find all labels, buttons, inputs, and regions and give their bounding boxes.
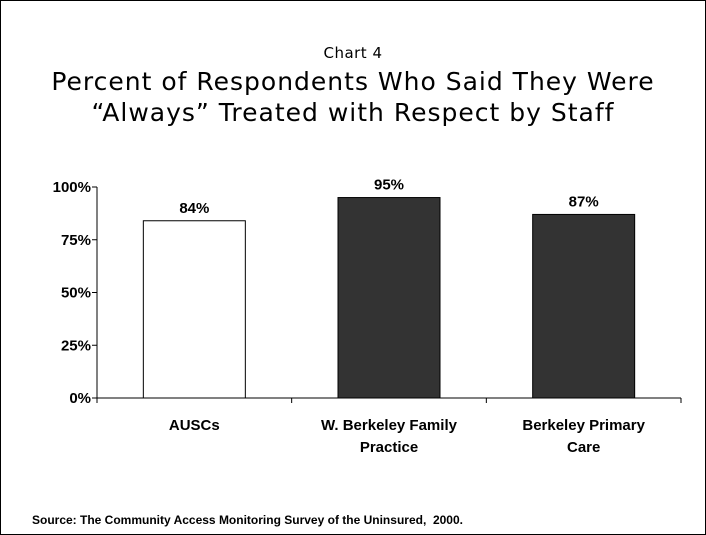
x-category-label: Berkeley Primary bbox=[522, 417, 645, 434]
bar-value-label: 84% bbox=[179, 200, 209, 217]
y-tick-label: 100% bbox=[53, 179, 91, 196]
y-tick-label: 50% bbox=[61, 285, 91, 302]
source-note: Source: The Community Access Monitoring … bbox=[32, 513, 463, 527]
bar-value-label: 87% bbox=[569, 193, 599, 210]
x-category-label: Practice bbox=[360, 439, 418, 456]
chart-title-line-1: Percent of Respondents Who Said They Wer… bbox=[51, 67, 655, 96]
y-tick-label: 25% bbox=[61, 337, 91, 354]
x-category-label: W. Berkeley Family bbox=[321, 417, 458, 434]
x-category-label: Care bbox=[567, 439, 600, 456]
bar bbox=[142, 220, 246, 399]
y-tick-label: 75% bbox=[61, 232, 91, 249]
bar-value-label: 95% bbox=[374, 177, 404, 194]
bar bbox=[337, 197, 441, 399]
y-tick-label: 0% bbox=[69, 390, 91, 407]
x-category-label: AUSCs bbox=[169, 417, 220, 434]
chart-number-label: Chart 4 bbox=[323, 44, 383, 62]
bar bbox=[532, 213, 636, 399]
chart-title-line-2: “Always” Treated with Respect by Staff bbox=[91, 98, 615, 127]
